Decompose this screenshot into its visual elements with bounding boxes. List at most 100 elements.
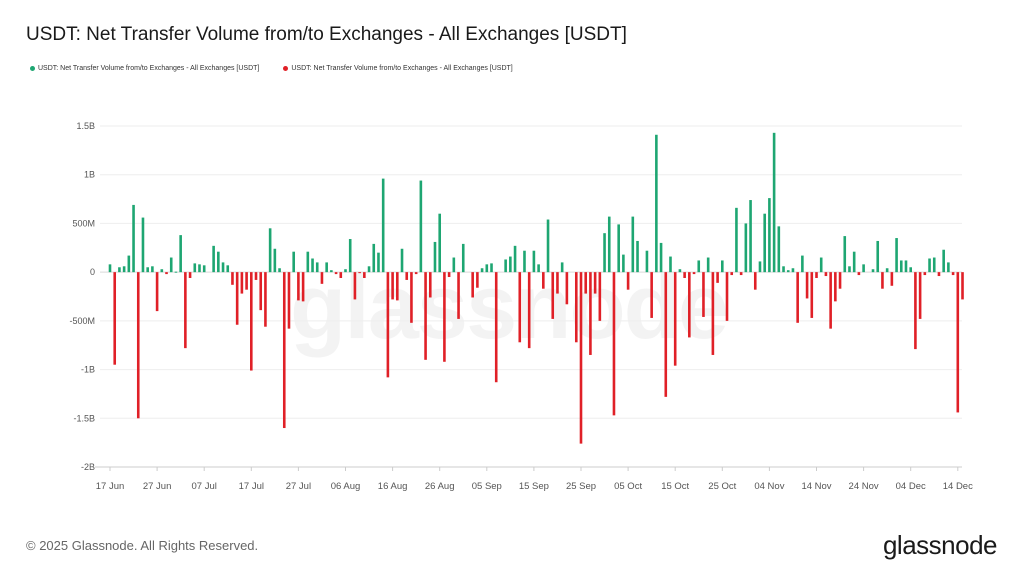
bar-inflow: [452, 257, 456, 273]
x-tick-label: 27 Jul: [286, 481, 311, 492]
bar-inflow: [735, 207, 738, 273]
bar-inflow: [348, 239, 352, 273]
bar-outflow: [339, 272, 343, 278]
bar-outflow: [810, 272, 814, 318]
bar-inflow: [744, 223, 748, 273]
bar-inflow: [697, 260, 701, 273]
bar-inflow: [768, 198, 771, 273]
bar-outflow: [725, 272, 729, 321]
bar-outflow: [353, 272, 357, 300]
bar-outflow: [527, 272, 531, 349]
legend-item-outflow[interactable]: USDT: Net Transfer Volume from/to Exchan…: [283, 65, 513, 72]
copyright: © 2025 Glassnode. All Rights Reserved.: [26, 538, 259, 553]
bar-inflow: [862, 264, 865, 273]
x-tick-label: 15 Sep: [519, 481, 549, 492]
bar-outflow: [961, 272, 964, 300]
chart-title: USDT: Net Transfer Volume from/to Exchan…: [26, 24, 627, 45]
bar-outflow: [494, 272, 498, 383]
bar-inflow: [367, 266, 371, 273]
bar-inflow: [622, 254, 625, 273]
bar-inflow: [490, 263, 493, 273]
bar-outflow: [443, 272, 446, 362]
bar-outflow: [612, 272, 616, 416]
bar-inflow: [899, 260, 903, 273]
bar-outflow: [245, 272, 248, 290]
bar-outflow: [683, 272, 686, 278]
bar-inflow: [909, 267, 912, 273]
bar-outflow: [457, 272, 460, 319]
bar-inflow: [942, 249, 945, 273]
bar-outflow: [692, 272, 696, 275]
bar-outflow: [476, 272, 479, 288]
bar-inflow: [311, 258, 314, 273]
bar-inflow: [151, 266, 154, 273]
bar-outflow: [565, 272, 569, 305]
legend-item-inflow[interactable]: USDT: Net Transfer Volume from/to Exchan…: [30, 65, 259, 72]
x-tick-label: 17 Jun: [96, 481, 125, 492]
bar-outflow: [923, 272, 927, 276]
bar-outflow: [702, 272, 705, 317]
bar-outflow: [320, 272, 324, 284]
bar-outflow: [155, 272, 159, 312]
x-tick-label: 06 Aug: [331, 481, 361, 492]
bar-inflow: [631, 216, 635, 273]
bar-outflow: [857, 272, 861, 276]
y-tick-label: -1B: [81, 365, 95, 375]
bar-inflow: [871, 269, 875, 273]
bar-inflow: [169, 257, 173, 273]
bar-outflow: [184, 272, 187, 349]
bar-inflow: [678, 269, 682, 273]
y-tick-label: 0: [90, 267, 95, 277]
y-tick-label: -1.5B: [73, 413, 95, 423]
bar-outflow: [113, 272, 117, 365]
x-tick-label: 07 Jul: [192, 481, 217, 492]
bar-outflow: [447, 272, 451, 278]
bar-outflow: [914, 272, 917, 350]
bar-outflow: [297, 272, 300, 301]
legend-label: USDT: Net Transfer Volume from/to Exchan…: [38, 65, 260, 72]
bar-outflow: [287, 272, 291, 329]
bar-outflow: [301, 272, 305, 302]
bar-inflow: [523, 250, 526, 273]
bar-outflow: [829, 272, 832, 329]
x-tick-label: 17 Jul: [239, 481, 264, 492]
bar-outflow: [918, 272, 922, 319]
bar-outflow: [579, 272, 583, 444]
bar-inflow: [904, 260, 908, 273]
bar-inflow: [819, 257, 823, 273]
x-tick-label: 24 Nov: [849, 481, 879, 492]
bar-outflow: [391, 272, 394, 300]
bar-outflow: [188, 272, 192, 278]
bar-inflow: [179, 235, 182, 273]
bar-inflow: [947, 262, 950, 273]
bar-inflow: [344, 269, 347, 273]
bar-inflow: [852, 251, 856, 273]
bar-outflow: [951, 272, 955, 276]
bar-inflow: [786, 270, 790, 273]
bar-inflow: [659, 242, 663, 273]
bar-outflow: [386, 272, 390, 378]
bar-inflow: [763, 213, 766, 273]
bar-outflow: [428, 272, 432, 298]
bar-outflow: [815, 272, 818, 278]
bar-inflow: [221, 262, 225, 273]
bar-outflow: [881, 272, 884, 289]
bar-inflow: [372, 243, 376, 273]
bar-outflow: [250, 272, 253, 371]
bar-inflow: [202, 265, 206, 273]
bar-inflow: [330, 270, 333, 273]
bar-inflow: [118, 267, 121, 273]
bar-inflow: [141, 217, 145, 273]
bar-inflow: [217, 251, 220, 273]
bar-outflow: [424, 272, 427, 360]
bar-inflow: [226, 265, 230, 273]
x-tick-label: 14 Nov: [801, 481, 831, 492]
bar-outflow: [711, 272, 715, 355]
bar-outflow: [363, 272, 366, 278]
bar-outflow: [688, 272, 691, 338]
bar-inflow: [655, 134, 658, 273]
bar-inflow: [193, 263, 197, 273]
bar-outflow: [396, 272, 399, 301]
bar-outflow: [556, 272, 559, 294]
